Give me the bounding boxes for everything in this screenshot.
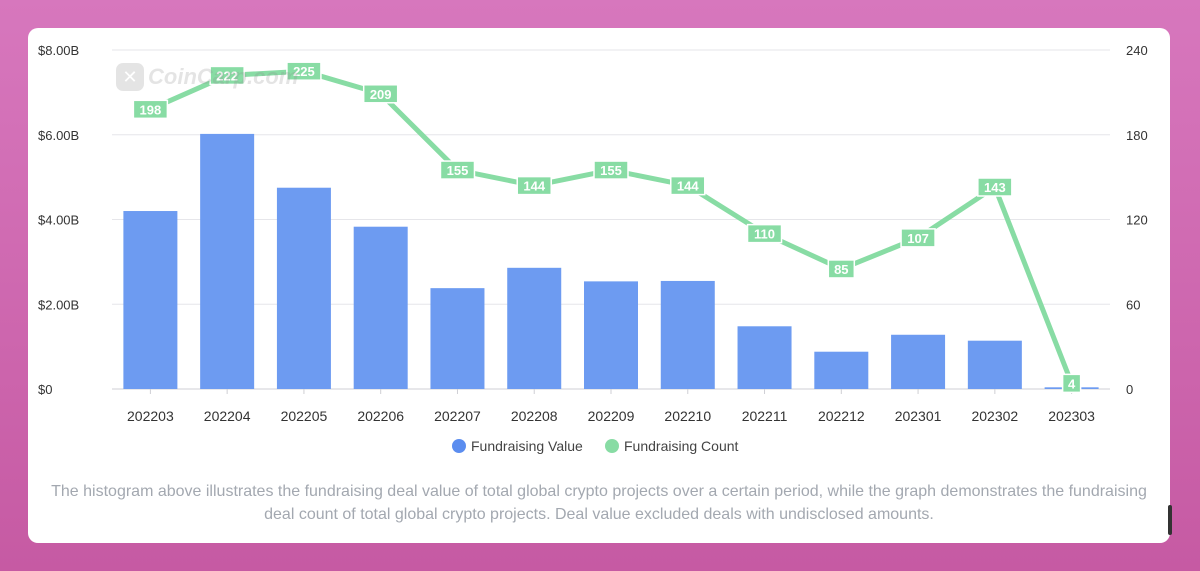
point-label-box <box>516 175 552 196</box>
y-left-tick-label: $4.00B <box>38 213 79 228</box>
point-label-box <box>286 61 322 81</box>
x-tick-label: 202301 <box>895 408 942 424</box>
point-label: 107 <box>907 231 929 246</box>
combo-chart: $0 0 $2.00B 60 $4.00B 120 $6.00B 180 $8.00B 240 20… <box>38 43 1148 454</box>
bar <box>200 133 255 389</box>
point-label: 155 <box>600 163 622 178</box>
x-tick-label: 202203 <box>127 408 174 424</box>
coincarp-logo-icon: ✕ <box>116 63 144 91</box>
x-tick-label: 202205 <box>281 408 328 424</box>
y-left-tick-label: $8.00B <box>38 43 79 58</box>
bar <box>584 281 638 389</box>
point-label: 155 <box>447 163 469 178</box>
point-label-box <box>593 160 629 180</box>
y-right-tick-label: 60 <box>1126 297 1140 312</box>
point-label: 144 <box>523 179 545 194</box>
watermark-text: CoinCarp.com <box>148 64 299 89</box>
point-label-box <box>977 177 1013 197</box>
bar <box>737 326 792 389</box>
point-label-box <box>132 99 169 120</box>
x-tick-label: 202208 <box>511 408 558 424</box>
y-left-tick-label: $6.00B <box>38 128 79 143</box>
y-right-tick-label: 240 <box>1126 43 1148 58</box>
point-label-box <box>439 160 476 180</box>
legend-marker <box>605 439 619 453</box>
y-left-tick-label: $0 <box>38 382 52 397</box>
x-tick-label: 202303 <box>1048 408 1095 424</box>
point-label: 143 <box>984 180 1006 195</box>
legend-label: Fundraising Value <box>471 438 583 454</box>
point-label: 225 <box>293 64 315 79</box>
bar <box>123 211 178 389</box>
point-label: 209 <box>370 87 392 102</box>
y-right-tick-label: 120 <box>1126 213 1148 228</box>
point-label: 110 <box>754 227 775 242</box>
x-tick-label: 202210 <box>664 408 711 424</box>
bar <box>891 334 946 389</box>
bar <box>276 187 331 389</box>
bar <box>967 340 1022 389</box>
point-label-box <box>362 84 399 104</box>
point-label: 144 <box>677 179 699 194</box>
point-label-box <box>746 223 783 244</box>
point-label-box <box>209 65 245 86</box>
y-right-tick-label: 180 <box>1126 128 1148 143</box>
point-label: 198 <box>140 102 162 117</box>
point-label-box <box>827 259 856 279</box>
bar <box>353 226 408 389</box>
x-tick-label: 202211 <box>742 408 788 424</box>
y-right-tick-label: 0 <box>1126 382 1133 397</box>
point-label-box <box>1061 373 1082 394</box>
scroll-handle[interactable] <box>1168 505 1172 535</box>
bar <box>507 267 562 389</box>
x-tick-label: 202212 <box>818 408 865 424</box>
point-label-box <box>900 228 936 248</box>
watermark: ✕ CoinCarp.com <box>116 63 298 91</box>
x-tick-label: 202209 <box>588 408 635 424</box>
bar <box>430 288 485 389</box>
y-left-tick-label: $2.00B <box>38 297 79 312</box>
bar <box>660 280 715 389</box>
legend-marker <box>452 439 466 453</box>
point-label: 222 <box>216 68 238 83</box>
x-tick-label: 202206 <box>357 408 404 424</box>
x-tick-label: 202302 <box>971 408 1018 424</box>
point-label: 85 <box>834 262 848 277</box>
x-tick-label: 202204 <box>204 408 251 424</box>
bar <box>814 351 869 389</box>
x-tick-label: 202207 <box>434 408 481 424</box>
legend-label: Fundraising Count <box>624 438 739 454</box>
chart-caption: The histogram above illustrates the fund… <box>51 483 1147 523</box>
point-label: 4 <box>1068 376 1076 391</box>
point-label-box <box>670 175 706 196</box>
chart-card: $0 0 $2.00B 60 $4.00B 120 $6.00B 180 $8.00B 240 20… <box>28 28 1170 543</box>
